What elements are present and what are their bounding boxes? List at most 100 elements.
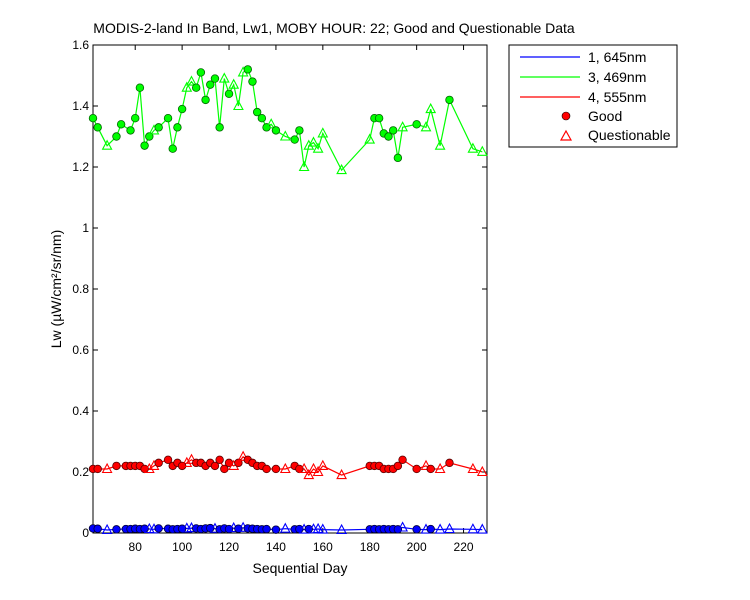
- good-point: [177, 104, 187, 114]
- y-tick-label: 1: [82, 221, 89, 235]
- x-tick-label: 180: [360, 540, 380, 554]
- questionable-point: [420, 459, 432, 470]
- questionable-point: [467, 462, 479, 474]
- x-tick-label: 140: [266, 540, 286, 554]
- legend-label-questionable: Questionable: [588, 127, 671, 143]
- good-point: [88, 113, 98, 123]
- questionable-point: [101, 139, 113, 150]
- good-point: [271, 464, 281, 474]
- questionable-point: [303, 139, 315, 150]
- questionable-point: [237, 450, 249, 461]
- y-tick-label: 0.6: [72, 343, 89, 357]
- legend-questionable-marker: [559, 129, 573, 141]
- good-point: [412, 525, 421, 534]
- good-point: [393, 461, 403, 471]
- questionable-point: [420, 121, 432, 132]
- questionable-point: [434, 462, 446, 474]
- questionable-point: [298, 462, 310, 474]
- series-2: [88, 450, 488, 480]
- good-point: [445, 95, 454, 105]
- questionable-point: [336, 163, 348, 175]
- x-tick-label: 120: [219, 540, 239, 554]
- y-tick-label: 1.2: [72, 160, 89, 174]
- good-point: [248, 77, 257, 86]
- good-point: [126, 126, 135, 135]
- y-tick-label: 0: [82, 526, 89, 540]
- x-tick-label: 220: [454, 540, 474, 554]
- good-point: [234, 524, 243, 533]
- good-point: [243, 65, 252, 74]
- good-point: [154, 458, 163, 468]
- series-0: [88, 521, 488, 535]
- good-point: [426, 464, 435, 474]
- good-point: [252, 107, 262, 117]
- good-point: [93, 524, 102, 533]
- good-point: [93, 123, 102, 132]
- questionable-point: [425, 102, 437, 114]
- good-point: [384, 132, 393, 141]
- good-point: [262, 464, 271, 474]
- questionable-point: [279, 130, 291, 141]
- questionable-point: [279, 462, 291, 474]
- questionable-point: [265, 118, 277, 129]
- questionable-point: [312, 142, 324, 153]
- good-point: [412, 120, 421, 129]
- questionable-point: [397, 121, 409, 132]
- good-point: [271, 126, 281, 135]
- legend-label-good: Good: [588, 108, 622, 124]
- x-tick-label: 200: [407, 540, 427, 554]
- good-point: [206, 80, 215, 89]
- questionable-point: [317, 127, 329, 138]
- good-point: [215, 123, 224, 132]
- questionable-point: [364, 133, 376, 144]
- series-1: [88, 65, 488, 175]
- questionable-point: [218, 72, 230, 83]
- legend-label-469nm: 3, 469nm: [588, 69, 646, 85]
- chart-title: MODIS-2-land In Band, Lw1, MOBY HOUR: 22…: [93, 20, 575, 36]
- good-point: [177, 524, 187, 533]
- questionable-point: [336, 523, 348, 535]
- good-point: [191, 83, 201, 92]
- good-point: [163, 113, 173, 123]
- good-point: [163, 455, 173, 464]
- good-point: [154, 123, 163, 132]
- good-point: [112, 132, 121, 141]
- legend-label-555nm: 4, 555nm: [588, 89, 646, 105]
- questionable-point: [476, 465, 488, 477]
- good-point: [374, 113, 384, 123]
- good-point: [116, 120, 126, 129]
- good-point: [196, 68, 206, 77]
- questionable-point: [101, 523, 113, 535]
- questionable-point: [279, 522, 291, 533]
- good-point: [295, 126, 304, 135]
- good-point: [210, 74, 220, 83]
- legend-box: [508, 44, 678, 148]
- questionable-point: [181, 456, 193, 467]
- good-point: [135, 83, 145, 92]
- legend-label-645nm: 1, 645nm: [588, 49, 646, 65]
- questionable-point: [143, 462, 155, 474]
- y-axis: 0 0.2 0.4 0.6 0.8 1 1.2 1.4 1.6: [72, 38, 487, 540]
- good-point: [224, 524, 234, 534]
- y-axis-label: Lw (µW/cm²/sr/nm): [48, 230, 64, 349]
- questionable-point: [308, 462, 319, 474]
- good-point: [220, 464, 229, 474]
- questionable-point: [336, 468, 348, 480]
- good-point: [112, 461, 121, 471]
- questionable-point: [476, 145, 488, 156]
- y-tick-label: 1.4: [72, 99, 89, 113]
- questionable-point: [467, 523, 479, 534]
- questionable-point: [467, 142, 479, 153]
- y-tick-label: 0.4: [72, 404, 89, 418]
- series-layer: [88, 65, 488, 535]
- legend: 1, 645nm 3, 469nm 4, 555nm Good Question…: [508, 44, 678, 148]
- questionable-point: [232, 99, 244, 111]
- good-point: [140, 141, 149, 150]
- questionable-point: [101, 462, 113, 474]
- good-point: [290, 135, 299, 144]
- legend-good-marker: [561, 111, 571, 121]
- good-point: [224, 89, 234, 98]
- good-point: [262, 524, 271, 534]
- x-tick-label: 80: [129, 540, 143, 554]
